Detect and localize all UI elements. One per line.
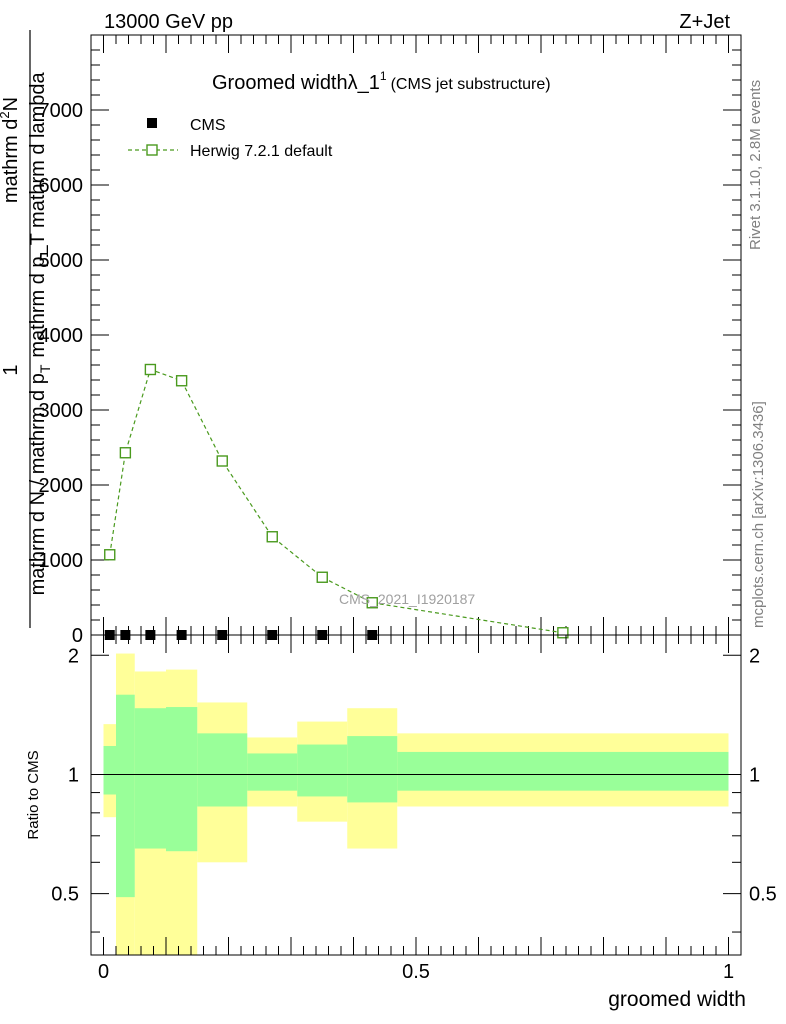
ylabel-prefix-denominator: mathrm d N / mathrm d pT xyxy=(27,364,53,595)
x-tick-label: 0 xyxy=(98,961,109,983)
analysis-label: CMS_2021_I1920187 xyxy=(339,591,475,607)
ratio-band-inner xyxy=(116,694,135,898)
x-tick-label: 0.5 xyxy=(402,961,430,983)
x-axis-label: groomed width xyxy=(608,988,746,1011)
x-tick-label: 1 xyxy=(723,961,734,983)
rivet-version-label: Rivet 3.1.10, 2.8M events xyxy=(747,80,764,250)
ylabel-denominator: mathrm d p_T mathrm d lambda xyxy=(27,71,49,357)
main-y-tick-label: 7000 xyxy=(39,100,84,122)
main-y-tick-label: 3000 xyxy=(39,400,84,422)
ratio-plot-panel: 0.5 0.5 1 1 2 2 0 0.5 1 xyxy=(51,634,777,983)
main-y-tick-label: 6000 xyxy=(39,175,84,197)
herwig-point xyxy=(175,375,188,387)
legend: CMS Herwig 7.2.1 default xyxy=(128,117,333,160)
herwig-point xyxy=(216,455,228,467)
herwig-point xyxy=(104,549,116,561)
ratio-plot-frame xyxy=(90,634,742,956)
main-y-tick-label: 2000 xyxy=(39,475,84,497)
main-plot-panel: 0 1000 2000 3000 4000 5000 6000 7000 xyxy=(39,34,742,647)
ratio-band-inner xyxy=(347,736,398,803)
main-plot-frame xyxy=(90,34,742,636)
ratio-band-inner xyxy=(197,733,248,807)
ratio-band-inner xyxy=(397,751,729,791)
legend-label-herwig: Herwig 7.2.1 default xyxy=(190,143,333,160)
ratio-y-tick-label-left: 1 xyxy=(68,764,79,786)
herwig-point xyxy=(316,571,328,583)
herwig-point xyxy=(144,363,157,376)
ratio-y-tick-label-left: 0.5 xyxy=(51,884,79,906)
legend-marker-herwig xyxy=(146,144,158,156)
herwig-point xyxy=(366,597,378,609)
ratio-y-axis-label: Ratio to CMS xyxy=(25,750,42,839)
ratio-band-inner xyxy=(166,707,198,852)
main-y-tick-label: 5000 xyxy=(39,250,84,272)
ratio-y-tick-label-left: 2 xyxy=(68,645,79,667)
legend-label-cms: CMS xyxy=(190,117,226,134)
ratio-band-inner xyxy=(297,744,348,797)
ratio-band-inner xyxy=(247,753,298,791)
herwig-point xyxy=(557,627,569,639)
mcplots-label: mcplots.cern.ch [arXiv:1306.3436] xyxy=(750,401,767,628)
ylabel-prefix-numerator: 1 xyxy=(0,364,22,375)
legend-marker-cms xyxy=(147,118,157,128)
ratio-band-inner xyxy=(103,745,116,795)
header-energy: 13000 GeV pp xyxy=(104,11,233,33)
ratio-y-tick-label-right: 0.5 xyxy=(749,884,777,906)
ratio-band-inner xyxy=(134,708,166,849)
ratio-y-tick-label-right: 1 xyxy=(749,764,760,786)
herwig-point xyxy=(266,531,278,543)
herwig-point xyxy=(119,447,132,459)
ratio-y-tick-label-right: 2 xyxy=(749,645,760,667)
main-y-tick-label: 0 xyxy=(72,625,83,647)
plot-title: Groomed widthλ_11 (CMS jet substructure) xyxy=(212,69,551,94)
ylabel-numerator: mathrm d2N xyxy=(0,97,22,203)
main-y-axis-label: 1 mathrm d N / mathrm d pT mathrm d2N ma… xyxy=(0,30,53,628)
main-y-tick-label: 4000 xyxy=(39,325,84,347)
herwig-series-line xyxy=(109,368,563,634)
main-y-tick-label: 1000 xyxy=(39,550,84,572)
header-process: Z+Jet xyxy=(679,11,730,33)
